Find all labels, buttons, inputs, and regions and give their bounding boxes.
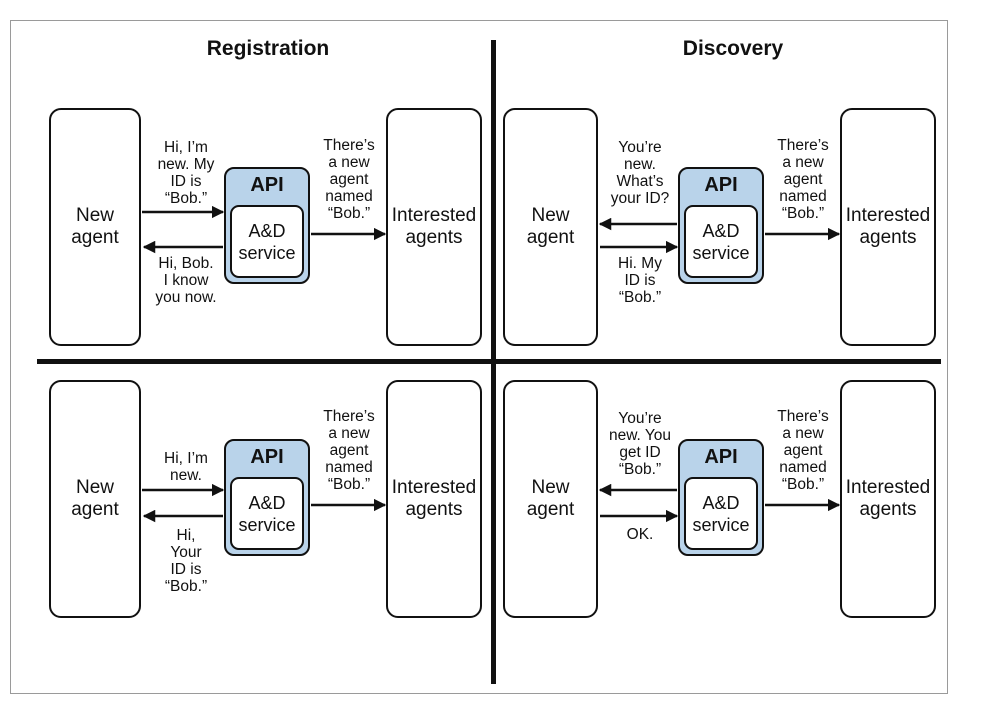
message-from-api: You’re new. What’s your ID? [610, 139, 670, 207]
interested-agents-box: Interested agents [386, 108, 482, 346]
service-label: A&D service [238, 492, 296, 535]
message-to-interested: There’s a new agent named “Bob.” [777, 137, 829, 222]
service-box: A&D service [230, 205, 304, 278]
api-box: API A&D service [224, 167, 310, 284]
api-box: API A&D service [224, 439, 310, 556]
interested-agents-box: Interested agents [386, 380, 482, 618]
interested-agents-label: Interested agents [845, 477, 931, 520]
new-agent-box: New agent [49, 108, 141, 346]
service-box: A&D service [230, 477, 304, 550]
api-label: API [250, 446, 284, 468]
message-from-api: Hi, Your ID is “Bob.” [164, 527, 208, 595]
message-from-api: You’re new. You get ID “Bob.” [608, 410, 672, 478]
service-label: A&D service [692, 220, 750, 263]
service-box: A&D service [684, 205, 758, 278]
interested-agents-box: Interested agents [840, 380, 936, 618]
interested-agents-label: Interested agents [391, 205, 477, 248]
new-agent-box: New agent [503, 380, 598, 618]
api-label: API [704, 446, 738, 468]
message-to-interested: There’s a new agent named “Bob.” [323, 137, 375, 222]
interested-agents-label: Interested agents [845, 205, 931, 248]
message-to-api: OK. [626, 526, 654, 543]
message-to-api: Hi. My ID is “Bob.” [618, 255, 662, 306]
message-to-api: Hi, I’m new. My ID is “Bob.” [157, 139, 215, 207]
registration-title: Registration [206, 37, 330, 60]
api-label: API [250, 174, 284, 196]
new-agent-label: New agent [526, 477, 575, 520]
message-to-interested: There’s a new agent named “Bob.” [323, 408, 375, 493]
interested-agents-box: Interested agents [840, 108, 936, 346]
api-box: API A&D service [678, 439, 764, 556]
service-label: A&D service [692, 492, 750, 535]
discovery-title: Discovery [682, 37, 784, 60]
service-label: A&D service [238, 220, 296, 263]
message-from-api: Hi, Bob. I know you now. [155, 255, 217, 306]
new-agent-box: New agent [49, 380, 141, 618]
new-agent-label: New agent [526, 205, 575, 248]
new-agent-label: New agent [71, 205, 119, 248]
message-to-interested: There’s a new agent named “Bob.” [777, 408, 829, 493]
horizontal-divider [37, 359, 941, 364]
new-agent-box: New agent [503, 108, 598, 346]
service-box: A&D service [684, 477, 758, 550]
message-to-api: Hi, I’m new. [164, 450, 208, 484]
new-agent-label: New agent [71, 477, 119, 520]
api-box: API A&D service [678, 167, 764, 284]
diagram-frame [10, 20, 948, 694]
api-label: API [704, 174, 738, 196]
interested-agents-label: Interested agents [391, 477, 477, 520]
